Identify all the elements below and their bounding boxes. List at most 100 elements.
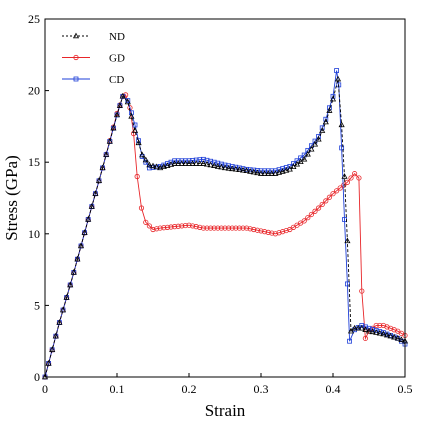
data-point-gd <box>222 225 228 231</box>
x-ticks: 0 0.1 0.2 0.3 0.4 0.5 <box>42 373 413 396</box>
data-point-nd <box>225 164 232 171</box>
x-tick-label: 0.4 <box>326 382 341 396</box>
x-tick-label: 0 <box>42 382 48 396</box>
data-point-gd <box>236 225 242 231</box>
data-point-nd <box>261 170 268 176</box>
data-point-nd <box>67 281 74 288</box>
data-point-nd <box>236 166 243 173</box>
series-nd <box>41 75 409 380</box>
data-point-cd <box>339 145 345 151</box>
data-point-nd <box>56 319 63 325</box>
data-point-nd <box>239 166 247 173</box>
data-point-gd <box>251 226 257 233</box>
data-point-gd <box>240 225 246 231</box>
data-point-nd <box>376 329 383 336</box>
data-point-gd <box>179 223 185 229</box>
data-point-gd <box>373 322 379 329</box>
data-point-cd <box>283 165 289 170</box>
data-point-gd <box>226 225 232 231</box>
data-point-cd <box>215 160 221 166</box>
data-point-nd <box>301 155 308 162</box>
y-ticks: 0 5 10 15 20 25 <box>28 12 49 384</box>
data-point-nd <box>232 165 239 172</box>
data-point-gd <box>323 198 329 204</box>
data-point-nd <box>106 138 113 144</box>
data-point-nd <box>391 333 398 340</box>
data-point-nd <box>387 332 394 339</box>
legend-item-nd: ND <box>62 31 125 43</box>
series-cd <box>42 68 408 380</box>
data-point-nd <box>275 169 283 175</box>
data-point-nd <box>149 162 157 169</box>
series-gd <box>42 92 408 380</box>
data-point-nd <box>182 160 189 166</box>
y-tick-label: 10 <box>28 227 40 241</box>
data-point-nd <box>394 334 401 341</box>
data-point-nd <box>88 203 95 209</box>
data-point-gd <box>301 218 307 224</box>
data-point-nd <box>383 331 391 338</box>
data-point-nd <box>113 111 121 118</box>
data-point-nd <box>211 162 218 168</box>
data-point-nd <box>355 324 362 331</box>
data-point-nd <box>119 92 126 99</box>
data-point-cd <box>290 161 296 167</box>
data-point-cd <box>330 93 336 99</box>
data-point-nd <box>193 160 200 166</box>
data-point-gd <box>143 219 149 225</box>
data-point-gd <box>172 224 178 230</box>
data-point-nd <box>175 160 182 166</box>
data-point-gd <box>164 224 170 230</box>
data-point-gd <box>161 225 167 231</box>
data-point-nd <box>257 170 265 176</box>
data-point-nd <box>153 163 160 170</box>
data-point-nd <box>268 170 275 176</box>
data-point-gd <box>312 208 318 214</box>
data-point-nd <box>139 151 146 158</box>
data-point-gd <box>377 322 383 329</box>
data-point-nd <box>49 346 56 352</box>
data-point-nd <box>207 161 214 168</box>
data-point-nd <box>243 167 250 173</box>
data-point-gd <box>193 224 199 230</box>
data-point-nd <box>338 121 345 128</box>
data-point-gd <box>356 175 362 181</box>
data-point-cd <box>132 122 138 128</box>
data-point-nd <box>283 166 290 173</box>
data-point-nd <box>341 173 348 179</box>
data-point-gd <box>150 226 156 233</box>
data-point-nd <box>254 169 261 176</box>
data-point-nd <box>229 165 236 172</box>
data-point-gd <box>337 185 343 191</box>
data-point-cd <box>334 68 340 73</box>
data-point-nd <box>329 95 337 102</box>
data-point-nd <box>110 124 117 131</box>
x-tick-label: 0.3 <box>254 382 269 396</box>
legend-item-gd: GD <box>62 53 125 65</box>
data-point-gd <box>146 223 152 229</box>
data-point-nd <box>319 127 326 133</box>
data-point-nd <box>373 329 380 335</box>
y-tick-label: 0 <box>34 370 40 384</box>
data-point-nd <box>272 170 279 176</box>
data-point-gd <box>269 230 275 236</box>
data-point-gd <box>261 229 268 235</box>
data-point-nd <box>322 118 329 125</box>
data-point-nd <box>142 156 149 163</box>
data-point-nd <box>265 170 272 176</box>
data-point-gd <box>265 229 271 235</box>
data-point-nd <box>85 216 92 222</box>
data-point-gd <box>319 201 325 208</box>
data-point-cd <box>172 158 178 164</box>
data-point-nd <box>196 160 203 166</box>
data-point-nd <box>326 107 333 113</box>
data-point-nd <box>214 163 221 169</box>
data-point-nd <box>128 112 135 119</box>
data-point-gd <box>233 225 239 231</box>
data-point-nd <box>52 332 59 339</box>
data-point-gd <box>197 224 203 230</box>
data-point-nd <box>45 359 52 366</box>
data-point-gd <box>272 231 278 237</box>
data-point-nd <box>347 327 355 334</box>
